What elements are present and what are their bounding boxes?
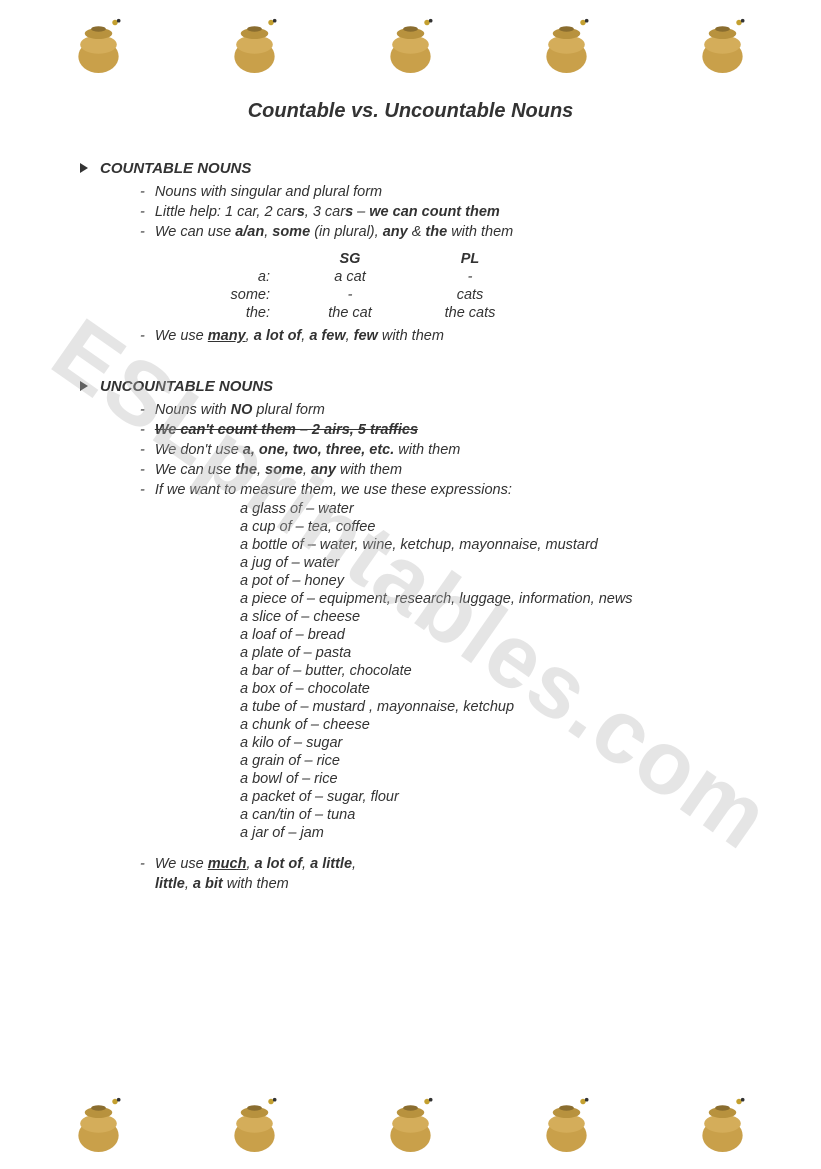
- item-text: We can use a/an, some (in plural), any &…: [155, 224, 513, 240]
- item-text: We can't count them – 2 airs, 5 traffics: [155, 422, 418, 438]
- measure-item: a bottle of – water, wine, ketchup, mayo…: [240, 536, 741, 554]
- list-item: -We can use the, some, any with them: [140, 460, 741, 480]
- section-title: COUNTABLE NOUNS: [100, 160, 251, 177]
- measure-item: a plate of – pasta: [240, 644, 741, 662]
- section-uncountable: UNCOUNTABLE NOUNS -Nouns with NO plural …: [80, 376, 741, 894]
- triangle-bullet-icon: [80, 381, 88, 391]
- item-text: little, a bit with them: [155, 876, 289, 892]
- measure-item: a piece of – equipment, research, luggag…: [240, 590, 741, 608]
- section-countable: COUNTABLE NOUNS -Nouns with singular and…: [80, 158, 741, 346]
- page-title: Countable vs. Uncountable Nouns: [80, 100, 741, 123]
- measure-item: a slice of – cheese: [240, 608, 741, 626]
- honey-border-bottom: [0, 1084, 821, 1164]
- item-text: Nouns with singular and plural form: [155, 184, 382, 200]
- table-row: some:-cats: [200, 286, 741, 304]
- countable-table: SGPL a:a cat- some:-cats the:the catthe …: [200, 250, 741, 322]
- list-item: -We can use a/an, some (in plural), any …: [140, 222, 741, 242]
- measure-item: a glass of – water: [240, 500, 741, 518]
- measure-item: a pot of – honey: [240, 572, 741, 590]
- honey-pot-icon: [695, 1094, 750, 1154]
- item-text: Little help: 1 car, 2 cars, 3 cars – we …: [155, 204, 500, 220]
- table-row: the:the catthe cats: [200, 304, 741, 322]
- measure-item: a loaf of – bread: [240, 626, 741, 644]
- table-row: a:a cat-: [200, 268, 741, 286]
- triangle-bullet-icon: [80, 163, 88, 173]
- measure-item: a chunk of – cheese: [240, 716, 741, 734]
- item-text: Nouns with NO plural form: [155, 402, 325, 418]
- measure-item: a tube of – mustard , mayonnaise, ketchu…: [240, 698, 741, 716]
- measure-expressions: a glass of – water a cup of – tea, coffe…: [240, 500, 741, 842]
- measure-item: a grain of – rice: [240, 752, 741, 770]
- item-text: We don't use a, one, two, three, etc. wi…: [155, 442, 461, 458]
- item-text: We can use the, some, any with them: [155, 462, 402, 478]
- list-item: -We use many, a lot of, a few, few with …: [140, 326, 741, 346]
- list-item: -We can't count them – 2 airs, 5 traffic…: [140, 420, 741, 440]
- document-content: Countable vs. Uncountable Nouns COUNTABL…: [0, 0, 821, 1024]
- list-item: -Nouns with singular and plural form: [140, 182, 741, 202]
- measure-item: a bowl of – rice: [240, 770, 741, 788]
- list-item: -Little help: 1 car, 2 cars, 3 cars – we…: [140, 202, 741, 222]
- honey-pot-icon: [383, 1094, 438, 1154]
- list-item: -We use much, a lot of, a little,: [140, 854, 741, 874]
- item-text: If we want to measure them, we use these…: [155, 482, 512, 498]
- list-item-cont: little, a bit with them: [155, 874, 741, 894]
- honey-pot-icon: [539, 1094, 594, 1154]
- item-text: We use many, a lot of, a few, few with t…: [155, 328, 444, 344]
- measure-item: a jar of – jam: [240, 824, 741, 842]
- section-title: UNCOUNTABLE NOUNS: [100, 378, 273, 395]
- item-text: We use much, a lot of, a little,: [155, 856, 356, 872]
- measure-item: a cup of – tea, coffee: [240, 518, 741, 536]
- list-item: -We don't use a, one, two, three, etc. w…: [140, 440, 741, 460]
- table-header: SGPL: [200, 250, 741, 268]
- measure-item: a can/tin of – tuna: [240, 806, 741, 824]
- measure-item: a jug of – water: [240, 554, 741, 572]
- honey-pot-icon: [227, 1094, 282, 1154]
- measure-item: a packet of – sugar, flour: [240, 788, 741, 806]
- measure-item: a box of – chocolate: [240, 680, 741, 698]
- list-item: -Nouns with NO plural form: [140, 400, 741, 420]
- measure-item: a bar of – butter, chocolate: [240, 662, 741, 680]
- list-item: -If we want to measure them, we use thes…: [140, 480, 741, 500]
- measure-item: a kilo of – sugar: [240, 734, 741, 752]
- honey-pot-icon: [71, 1094, 126, 1154]
